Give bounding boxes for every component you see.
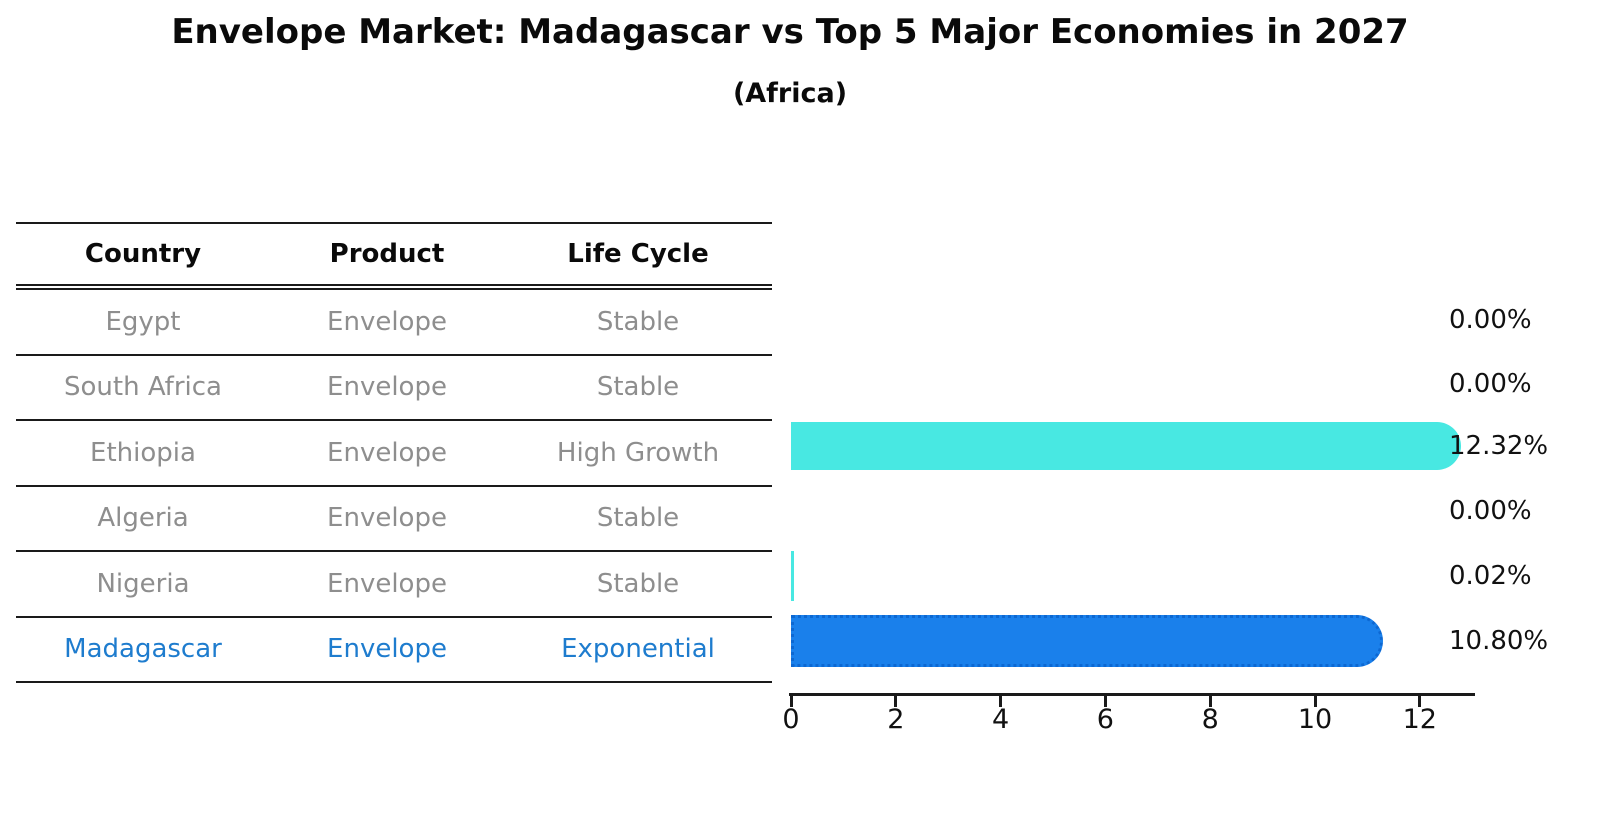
value-label-ethiopia: 12.32% [1449, 431, 1549, 461]
x-tick-mark [1208, 696, 1212, 707]
chart-subtitle: (Africa) [732, 78, 848, 109]
x-tick-mark [789, 696, 793, 707]
x-tick-mark [1313, 696, 1317, 707]
value-label-madagascar: 10.80% [1449, 626, 1549, 656]
table-row-egypt: Egypt Envelope Stable [16, 290, 772, 356]
cell-lifecycle: Exponential [561, 634, 715, 665]
x-tick-label: 2 [887, 704, 905, 735]
bar-madagascar [791, 615, 1383, 667]
x-tick-mark [894, 696, 898, 707]
value-label-egypt: 0.00% [1449, 305, 1532, 335]
table-row-madagascar: Madagascar Envelope Exponential [16, 618, 772, 683]
table-row-south-africa: South Africa Envelope Stable [16, 356, 772, 421]
value-label-south-africa: 0.00% [1449, 369, 1532, 399]
cell-country: South Africa [64, 372, 222, 403]
column-header-country: Country [84, 239, 202, 269]
bar-nigeria [791, 551, 794, 601]
cell-lifecycle: Stable [596, 503, 680, 534]
x-tick-label: 6 [1096, 704, 1114, 735]
x-tick-mark [1103, 696, 1107, 707]
cell-product: Envelope [327, 568, 447, 599]
table-row-nigeria: Nigeria Envelope Stable [16, 552, 772, 618]
column-header-product: Product [329, 239, 445, 269]
chart-title: Envelope Market: Madagascar vs Top 5 Maj… [171, 12, 1409, 52]
x-tick-label: 4 [992, 704, 1010, 735]
cell-lifecycle: Stable [596, 372, 680, 403]
value-label-algeria: 0.00% [1449, 496, 1532, 526]
x-tick-label: 12 [1402, 704, 1437, 735]
x-tick-mark [1418, 696, 1422, 707]
cell-product: Envelope [327, 634, 447, 665]
x-axis-line [789, 693, 1475, 696]
table-header-row: Country Product Life Cycle [16, 224, 772, 290]
x-tick-label: 10 [1297, 704, 1333, 735]
cell-country: Madagascar [64, 634, 222, 665]
cell-country: Egypt [105, 306, 181, 337]
cell-country: Algeria [97, 503, 189, 534]
cell-country: Nigeria [96, 568, 190, 599]
table-body: Egypt Envelope Stable South Africa Envel… [16, 290, 772, 683]
cell-country: Ethiopia [90, 437, 196, 468]
cell-product: Envelope [327, 306, 447, 337]
x-tick-mark [999, 696, 1003, 707]
table-row-ethiopia: Ethiopia Envelope High Growth [16, 421, 772, 487]
cell-product: Envelope [327, 437, 447, 468]
column-header-lifecycle: Life Cycle [567, 239, 709, 269]
cell-product: Envelope [327, 372, 447, 403]
bar-ethiopia [791, 422, 1461, 470]
country-table: Country Product Life Cycle Egypt Envelop… [16, 222, 772, 683]
x-tick-label: 0 [782, 704, 800, 735]
cell-lifecycle: Stable [596, 306, 680, 337]
cell-product: Envelope [327, 503, 447, 534]
table-row-algeria: Algeria Envelope Stable [16, 487, 772, 552]
x-tick-label: 8 [1201, 704, 1219, 735]
value-label-nigeria: 0.02% [1449, 561, 1532, 591]
cell-lifecycle: Stable [596, 568, 680, 599]
cell-lifecycle: High Growth [556, 437, 720, 468]
